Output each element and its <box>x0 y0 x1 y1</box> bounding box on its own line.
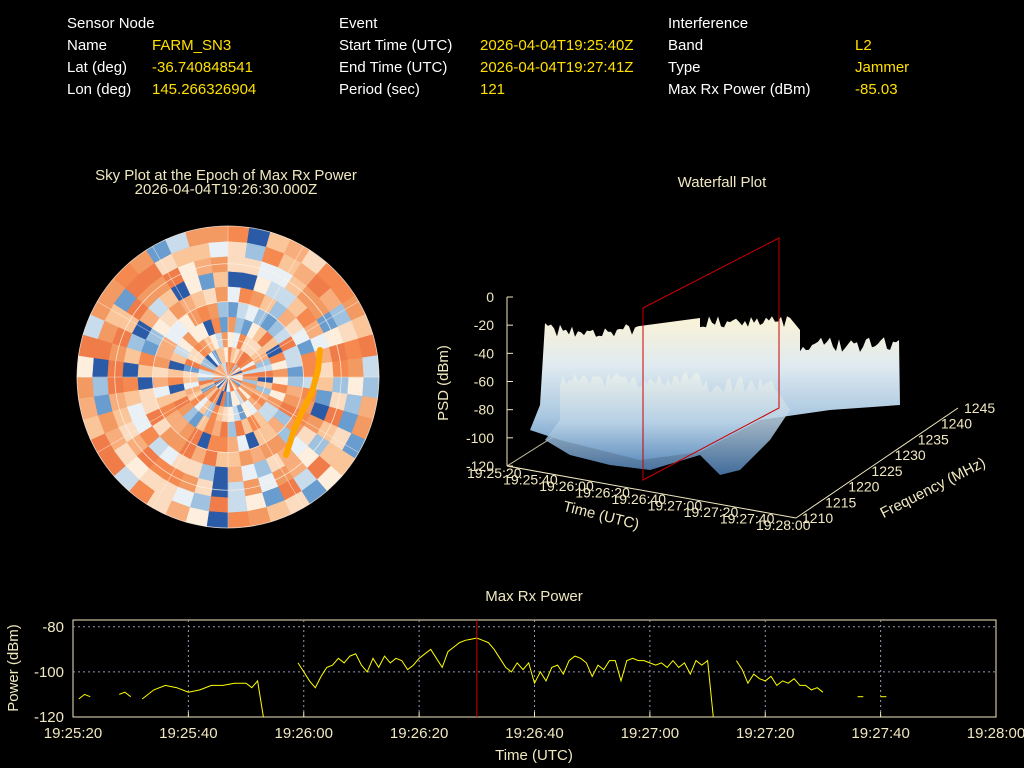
interference-info-panel: Interference Band L2 Type Jammer Max Rx Po… <box>668 13 909 101</box>
interference-heading: Interference <box>668 15 749 32</box>
band-label: Band <box>668 37 704 54</box>
z-tick-label: -80 <box>474 402 494 418</box>
sky-azimuth-spoke <box>152 376 229 508</box>
time-tick-label: 19:25:40 <box>503 472 558 488</box>
frequency-tick-label: 1235 <box>918 431 949 447</box>
waterfall-max-power-plane <box>642 237 780 481</box>
lat-value: -36.740848541 <box>152 59 253 76</box>
period-label: Period (sec) <box>339 81 420 98</box>
y-tick-label: -120 <box>34 709 64 726</box>
frequency-tick-label: 1220 <box>848 479 879 495</box>
time-tick-label: 19:27:20 <box>684 504 739 520</box>
sky-azimuth-spoke <box>227 376 304 508</box>
line-grid <box>73 620 996 717</box>
frequency-tick-label: 1245 <box>964 400 995 416</box>
time-tick-label: 19:26:20 <box>575 485 630 501</box>
line-y-axis-label: Power (dBm) <box>5 624 22 712</box>
power-line-segment <box>119 691 132 698</box>
z-tick-label: -20 <box>474 317 494 333</box>
x-tick-label: 19:25:20 <box>44 725 102 742</box>
end-time-value: 2026-04-04T19:27:41Z <box>480 59 634 76</box>
start-time-label: Start Time (UTC) <box>339 37 453 54</box>
waterfall-surface-front <box>545 371 790 475</box>
time-tick-label: 19:25:20 <box>467 465 522 481</box>
period-value: 121 <box>480 81 506 98</box>
frequency-tick-label: 1240 <box>941 416 972 432</box>
power-line-segment <box>141 679 264 718</box>
sky-azimuth-spoke <box>227 246 304 378</box>
y-tick-label: -100 <box>34 664 64 681</box>
power-line-segment <box>78 693 91 700</box>
sensor-info-panel: Sensor Node Name FARM_SN3 Lat (deg) -36.74… <box>67 13 256 101</box>
x-tick-label: 19:27:00 <box>621 725 679 742</box>
line-plot-frame <box>72 619 997 718</box>
sky-azimuth-spoke <box>227 301 359 378</box>
frequency-tick-label: 1215 <box>825 494 856 510</box>
waterfall-z-axis-label: PSD (dBm) <box>435 345 452 421</box>
time-tick-label: 19:28:00 <box>756 517 811 533</box>
event-info-panel: Event Start Time (UTC) 2026-04-04T19:25:4… <box>339 13 633 101</box>
x-tick-label: 19:28:00 <box>967 725 1024 742</box>
start-time-value: 2026-04-04T19:25:40Z <box>480 37 634 54</box>
x-tick-label: 19:27:40 <box>851 725 909 742</box>
power-line-segment <box>297 637 714 718</box>
sensor-node-heading: Sensor Node <box>67 15 155 32</box>
x-tick-label: 19:26:20 <box>390 725 448 742</box>
z-tick-label: 0 <box>486 289 494 305</box>
line-ticks: 19:25:20 19:25:40 19:26:00 19:26:20 19:26:40… <box>34 619 1024 742</box>
lon-label: Lon (deg) <box>67 81 132 98</box>
time-tick-label: 19:27:00 <box>648 498 703 514</box>
x-tick-label: 19:26:00 <box>275 725 333 742</box>
frequency-axis-line <box>795 407 959 519</box>
time-tick-label: 19:27:40 <box>720 511 775 527</box>
sky-grid <box>76 225 380 529</box>
type-value: Jammer <box>855 59 910 76</box>
z-tick-label: -100 <box>466 430 494 446</box>
end-time-label: End Time (UTC) <box>339 59 448 76</box>
time-tick-label: 19:26:00 <box>539 478 594 494</box>
x-tick-label: 19:26:40 <box>505 725 563 742</box>
lon-value: 145.266326904 <box>152 81 257 98</box>
time-tick-label: 19:26:40 <box>612 491 667 507</box>
line-chart-title: Max Rx Power <box>485 588 583 605</box>
band-value: L2 <box>855 37 872 54</box>
time-axis-line <box>506 465 797 519</box>
line-series <box>78 637 887 718</box>
sky-plot-epoch: 2026-04-04T19:26:30.000Z <box>135 181 318 198</box>
type-label: Type <box>668 59 701 76</box>
line-x-axis-label: Time (UTC) <box>495 747 573 764</box>
event-heading: Event <box>339 15 378 32</box>
z-tick-label: -60 <box>474 374 494 390</box>
frequency-tick-label: 1225 <box>871 463 902 479</box>
sky-azimuth-spoke <box>152 246 229 378</box>
sky-azimuth-spoke <box>97 301 229 378</box>
x-tick-label: 19:27:20 <box>736 725 794 742</box>
waterfall-title: Waterfall Plot <box>678 174 767 191</box>
lat-label: Lat (deg) <box>67 59 128 76</box>
frequency-tick-label: 1210 <box>802 510 833 526</box>
sky-interference-track <box>283 347 323 458</box>
power-line-segment <box>735 660 824 693</box>
name-label: Name <box>67 37 108 54</box>
max-power-label: Max Rx Power (dBm) <box>668 81 811 98</box>
x-tick-label: 19:25:40 <box>159 725 217 742</box>
waterfall-axes: 0-20-40-60-80-100-12019:25:2019:25:4019:… <box>466 289 995 533</box>
max-power-value: -85.03 <box>855 81 898 98</box>
sky-plot-title: Sky Plot at the Epoch of Max Rx Power <box>95 167 357 184</box>
sky-azimuth-spoke <box>227 376 359 453</box>
frequency-tick-label: 1230 <box>895 447 926 463</box>
name-value: FARM_SN3 <box>152 37 232 54</box>
y-tick-label: -80 <box>42 619 64 636</box>
waterfall-surface <box>530 316 900 475</box>
z-tick-label: -120 <box>466 458 494 474</box>
sky-azimuth-spoke <box>97 376 229 453</box>
z-tick-label: -40 <box>474 345 494 361</box>
